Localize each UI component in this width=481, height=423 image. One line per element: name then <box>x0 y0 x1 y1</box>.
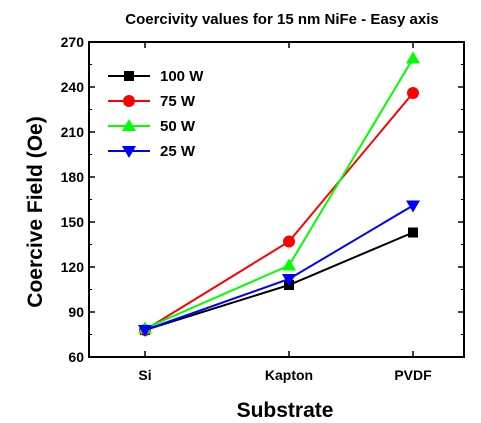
data-point <box>408 227 418 238</box>
chart-title: Coercivity values for 15 nm NiFe - Easy … <box>125 11 438 28</box>
plot-frame <box>88 41 465 358</box>
y-tick-label: 180 <box>61 169 85 185</box>
y-axis-title: Coercive Field (Oe) <box>24 116 47 307</box>
legend-label: 25 W <box>160 143 196 160</box>
data-point <box>282 274 296 286</box>
legend-marker <box>124 71 134 81</box>
legend-marker <box>122 146 136 158</box>
data-point <box>138 325 152 337</box>
data-point <box>406 51 420 64</box>
series-25w <box>138 200 420 337</box>
x-axis-ticks: Si Kapton PVDF <box>138 42 432 383</box>
y-tick-label: 150 <box>61 214 85 230</box>
data-point <box>407 87 419 99</box>
legend-label: 100 W <box>160 68 204 85</box>
legend-item: 75 W <box>108 93 196 110</box>
legend-item: 100 W <box>108 68 204 85</box>
y-tick-label: 240 <box>61 79 85 95</box>
y-tick-label: 210 <box>61 124 85 140</box>
y-tick-label: 90 <box>68 304 84 320</box>
data-point <box>406 200 420 213</box>
x-axis-title: Substrate <box>237 399 334 422</box>
legend-item: 50 W <box>108 118 196 135</box>
data-point <box>283 235 295 248</box>
plot-border <box>88 41 465 358</box>
y-tick-label: 120 <box>61 259 85 275</box>
x-tick-label: Si <box>138 367 151 383</box>
x-tick-label: Kapton <box>265 367 313 383</box>
data-point <box>282 258 296 271</box>
series-100w <box>140 227 418 335</box>
y-axis-ticks: 60 90 120 150 180 210 240 270 <box>61 34 464 365</box>
legend-item: 25 W <box>108 143 196 160</box>
legend-marker <box>123 95 135 107</box>
legend-label: 75 W <box>160 93 196 110</box>
x-tick-label: PVDF <box>394 367 432 383</box>
legend-marker <box>122 119 136 131</box>
y-tick-label: 270 <box>61 34 85 50</box>
legend: 100 W 75 W 50 W 25 W <box>108 68 204 160</box>
legend-label: 50 W <box>160 118 196 135</box>
y-tick-label: 60 <box>68 349 84 365</box>
series-layer <box>138 51 420 337</box>
